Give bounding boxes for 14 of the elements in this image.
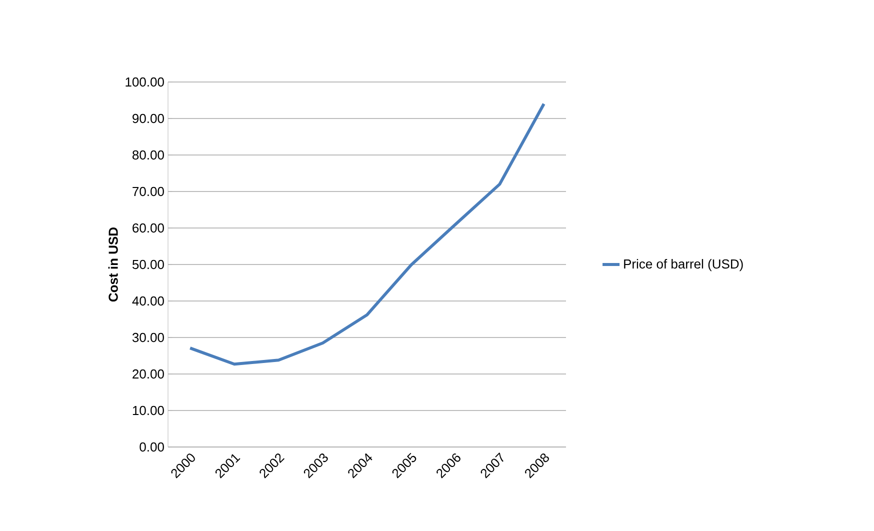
y-tick-label: 0.00 [140, 442, 164, 452]
y-tick-label: 60.00 [132, 223, 164, 233]
y-tick-label: 80.00 [132, 150, 164, 160]
y-tick-label: 20.00 [132, 369, 164, 379]
y-tick-label: 10.00 [132, 406, 164, 416]
y-tick-label: 40.00 [132, 296, 164, 306]
y-tick-label: 30.00 [132, 332, 164, 342]
y-tick-label: 90.00 [132, 114, 164, 124]
line-series [188, 102, 546, 366]
y-tick-label: 50.00 [132, 260, 164, 270]
y-tick-label: 70.00 [132, 186, 164, 196]
y-tick-label: 100.00 [126, 77, 164, 87]
legend-label: Price of barrel (USD) [624, 259, 743, 272]
y-axis-title: Cost in USD [108, 227, 118, 302]
